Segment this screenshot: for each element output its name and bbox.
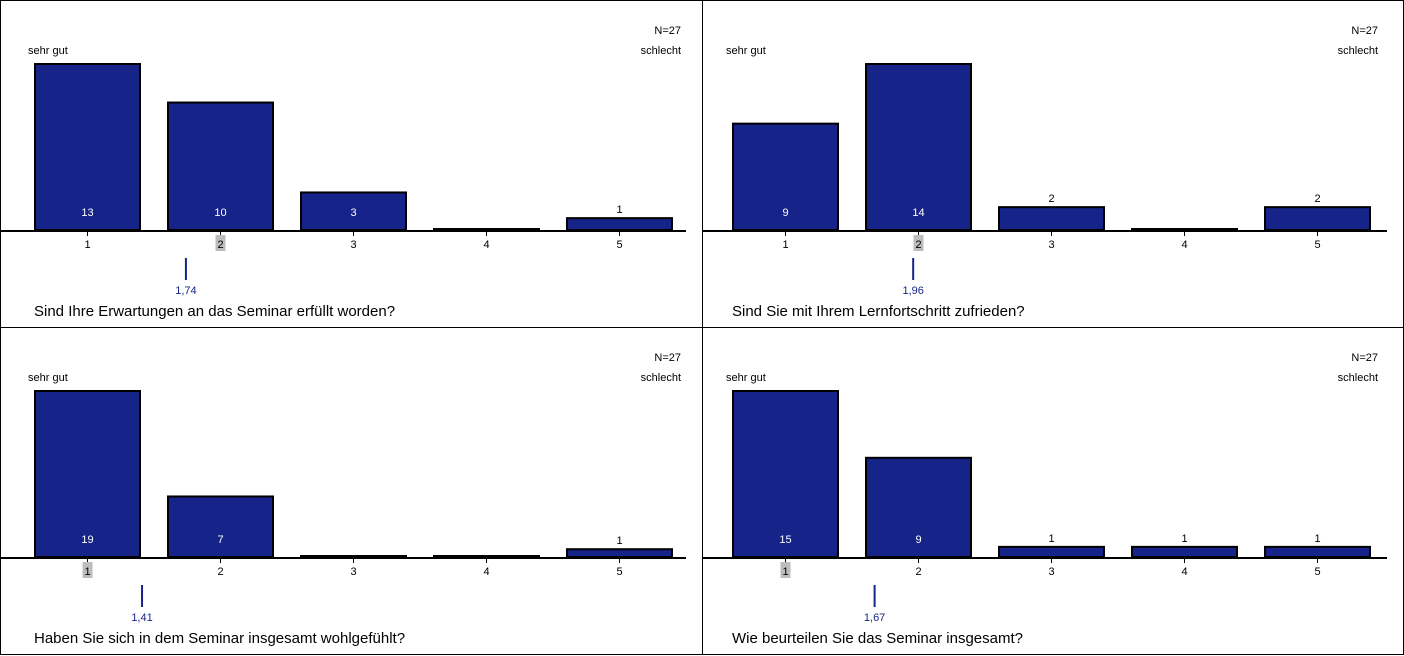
x-tick-label: 1	[84, 239, 90, 251]
x-tick-label: 3	[1048, 239, 1054, 251]
x-tick-label: 2	[217, 566, 223, 578]
x-tick-label: 2	[915, 566, 921, 578]
mean-label: 1,67	[864, 612, 885, 624]
bar	[34, 390, 141, 558]
bar	[1131, 545, 1238, 559]
x-tick-label: 3	[1048, 566, 1054, 578]
sample-size-label: N=27	[654, 352, 681, 364]
bar-chart: 15 9 1 1 1 1 2 3 4 5 1,67	[703, 390, 1387, 624]
mean-label: 1,74	[175, 285, 196, 297]
sample-size-label: N=27	[654, 25, 681, 37]
bar-value-label: 14	[912, 207, 924, 219]
median-highlight	[82, 562, 93, 578]
x-tick-label: 3	[350, 566, 356, 578]
bar	[300, 555, 407, 557]
bar-chart: 19 7 1 1 2 3 4 5 1,41	[1, 390, 686, 624]
bar	[167, 495, 274, 558]
bar	[566, 217, 673, 231]
x-tick-label: 4	[483, 239, 489, 251]
bar-value-label: 9	[782, 207, 788, 219]
question-text: Sind Ihre Erwartungen an das Seminar erf…	[34, 303, 396, 320]
bar-chart: 13 10 3 1 1 2 3 4 5 1,74	[1, 63, 686, 297]
x-tick-label: 3	[350, 239, 356, 251]
chart-panel-wellbeing: 19 7 1 1 2 3 4 5 1,41 N=27 sehr gut schlecht Hab…	[0, 327, 703, 655]
bar-value-label: 1	[1048, 533, 1054, 545]
bar-value-label: 9	[915, 534, 921, 546]
x-tick-label: 4	[483, 566, 489, 578]
bar-value-label: 1	[616, 535, 622, 547]
x-tick-label: 1	[782, 566, 788, 578]
bar	[34, 63, 141, 231]
chart-panel-overall-rating: 15 9 1 1 1 1 2 3 4 5 1,67 N=27 sehr gut schlecht W…	[702, 327, 1404, 655]
bar-value-label: 1	[1181, 533, 1187, 545]
bar	[1264, 545, 1371, 559]
bar-value-label: 1	[616, 204, 622, 216]
bar-value-label: 2	[1314, 193, 1320, 205]
bar	[167, 101, 274, 231]
chart-panel-expectations: 13 10 3 1 1 2 3 4 5 1,74 N=27 sehr gut schlecht S…	[0, 0, 703, 328]
bar-value-label: 13	[81, 207, 93, 219]
bar-chart: 9 14 2 2 1 2 3 4 5 1,96	[703, 63, 1387, 297]
x-tick-label: 1	[84, 566, 90, 578]
median-highlight	[215, 235, 226, 251]
bar	[732, 390, 839, 558]
bar	[1131, 228, 1238, 230]
chart-panel-learning-progress: 9 14 2 2 1 2 3 4 5 1,96 N=27 sehr gut schlecht Si…	[702, 0, 1404, 328]
scale-left-label: sehr gut	[726, 45, 766, 57]
bar-value-label: 15	[779, 534, 791, 546]
bar-value-label: 1	[1314, 533, 1320, 545]
bar	[998, 206, 1105, 231]
scale-right-label: schlecht	[640, 45, 681, 57]
scale-left-label: sehr gut	[28, 45, 68, 57]
x-tick-label: 1	[782, 239, 788, 251]
bar	[1264, 206, 1371, 231]
scale-right-label: schlecht	[1337, 372, 1378, 384]
x-tick-label: 5	[1314, 566, 1320, 578]
x-tick-label: 2	[915, 239, 921, 251]
question-text: Sind Sie mit Ihrem Lernfortschritt zufri…	[732, 303, 1025, 320]
bar-value-label: 3	[350, 207, 356, 219]
mean-label: 1,41	[131, 612, 152, 624]
scale-left-label: sehr gut	[28, 372, 68, 384]
x-tick-label: 5	[616, 566, 622, 578]
x-tick-label: 5	[616, 239, 622, 251]
x-tick-label: 4	[1181, 566, 1187, 578]
sample-size-label: N=27	[1351, 352, 1378, 364]
sample-size-label: N=27	[1351, 25, 1378, 37]
x-tick-label: 2	[217, 239, 223, 251]
x-tick-label: 4	[1181, 239, 1187, 251]
bar-value-label: 7	[217, 534, 223, 546]
bar	[433, 228, 540, 230]
scale-right-label: schlecht	[640, 372, 681, 384]
bar	[566, 548, 673, 558]
median-highlight	[913, 235, 924, 251]
bar-value-label: 2	[1048, 193, 1054, 205]
x-tick-label: 5	[1314, 239, 1320, 251]
median-highlight	[780, 562, 791, 578]
bar-value-label: 19	[81, 534, 93, 546]
scale-right-label: schlecht	[1337, 45, 1378, 57]
question-text: Haben Sie sich in dem Seminar insgesamt …	[34, 630, 406, 647]
question-text: Wie beurteilen Sie das Seminar insgesamt…	[732, 630, 1023, 647]
bar	[998, 545, 1105, 559]
bar	[865, 63, 972, 231]
mean-label: 1,96	[902, 285, 923, 297]
scale-left-label: sehr gut	[726, 372, 766, 384]
bar	[865, 456, 972, 558]
bar-value-label: 10	[214, 207, 226, 219]
bar	[433, 555, 540, 557]
